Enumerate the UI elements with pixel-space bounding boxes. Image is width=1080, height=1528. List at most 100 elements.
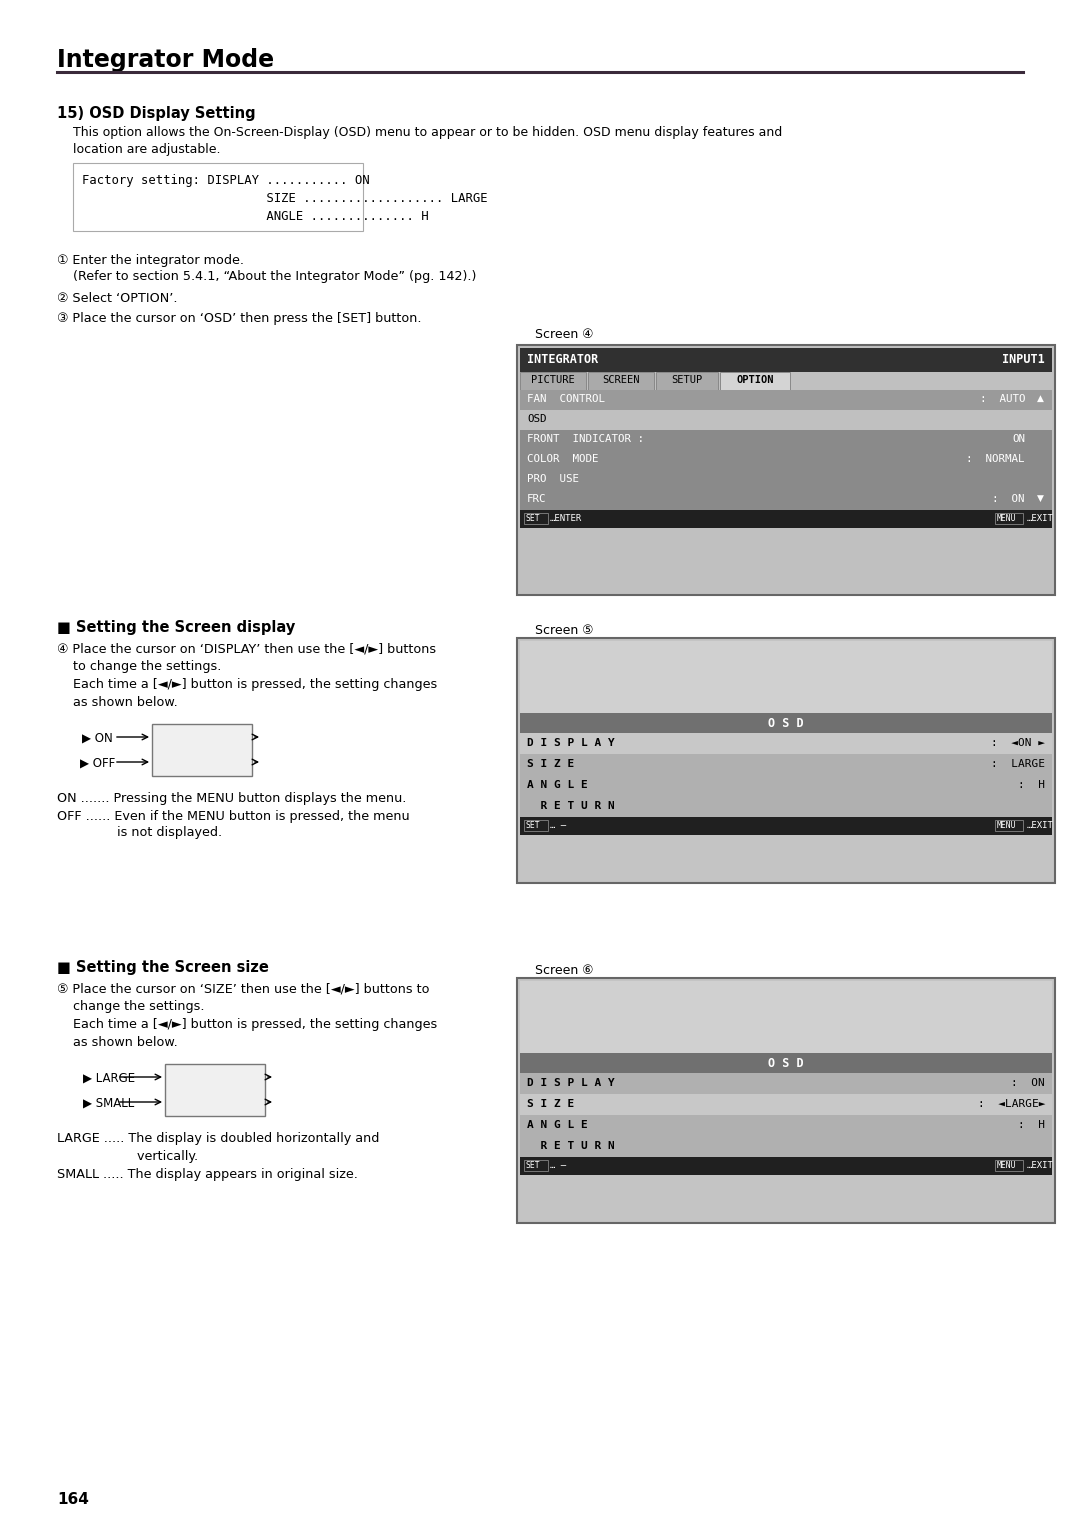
- Text: PRO  USE: PRO USE: [527, 474, 579, 484]
- Text: This option allows the On-Screen-Display (OSD) menu to appear or to be hidden. O: This option allows the On-Screen-Display…: [73, 125, 782, 139]
- Text: :  LARGE: : LARGE: [991, 759, 1045, 769]
- Bar: [517, 345, 1055, 594]
- Text: SIZE ................... LARGE: SIZE ................... LARGE: [82, 193, 488, 205]
- Text: FAN  CONTROL: FAN CONTROL: [527, 394, 605, 403]
- Bar: [519, 429, 1052, 451]
- Bar: [519, 1115, 1052, 1135]
- Text: :  ◄LARGE►: : ◄LARGE►: [977, 1099, 1045, 1109]
- Bar: [519, 1073, 1052, 1094]
- Text: SCREEN: SCREEN: [603, 374, 639, 385]
- Text: D I S P L A Y: D I S P L A Y: [527, 738, 615, 749]
- Text: S I Z E: S I Z E: [527, 759, 575, 769]
- Text: MENU: MENU: [997, 1161, 1016, 1170]
- Text: as shown below.: as shown below.: [57, 695, 178, 709]
- Bar: [519, 796, 1052, 817]
- Text: Screen ⑤: Screen ⑤: [535, 623, 594, 637]
- Bar: [519, 371, 586, 390]
- Bar: [519, 733, 1052, 753]
- Text: …EXIT: …EXIT: [1027, 513, 1054, 523]
- Text: LARGE ..... The display is doubled horizontally and: LARGE ..... The display is doubled horiz…: [57, 1132, 379, 1144]
- Text: SET: SET: [526, 821, 541, 830]
- Bar: [165, 1063, 265, 1115]
- Text: ③ Place the cursor on ‘OSD’ then press the [SET] button.: ③ Place the cursor on ‘OSD’ then press t…: [57, 312, 421, 325]
- Bar: [519, 1135, 1052, 1157]
- Text: ▲: ▲: [1037, 394, 1044, 403]
- Text: ▶ OFF: ▶ OFF: [80, 756, 116, 770]
- Text: ■ Setting the Screen size: ■ Setting the Screen size: [57, 960, 269, 975]
- Bar: [524, 1160, 548, 1170]
- Text: …EXIT: …EXIT: [1027, 821, 1054, 830]
- Bar: [995, 821, 1023, 831]
- Text: …EXIT: …EXIT: [1027, 1161, 1054, 1170]
- Bar: [524, 513, 548, 524]
- Text: ④ Place the cursor on ‘DISPLAY’ then use the [◄/►] buttons: ④ Place the cursor on ‘DISPLAY’ then use…: [57, 642, 436, 656]
- Text: OSD: OSD: [527, 414, 546, 423]
- Text: OFF ...... Even if the MENU button is pressed, the menu: OFF ...... Even if the MENU button is pr…: [57, 810, 409, 824]
- Bar: [519, 510, 1052, 529]
- Bar: [73, 163, 363, 231]
- Text: SETUP: SETUP: [672, 374, 703, 385]
- Bar: [588, 371, 654, 390]
- Text: Each time a [◄/►] button is pressed, the setting changes: Each time a [◄/►] button is pressed, the…: [57, 678, 437, 691]
- Text: (Refer to section 5.4.1, “About the Integrator Mode” (pg. 142).): (Refer to section 5.4.1, “About the Inte…: [57, 270, 476, 283]
- Text: :  ◄ON ►: : ◄ON ►: [991, 738, 1045, 749]
- Bar: [519, 753, 1052, 775]
- Text: FRONT  INDICATOR :: FRONT INDICATOR :: [527, 434, 644, 445]
- Text: A N G L E: A N G L E: [527, 779, 588, 790]
- Bar: [517, 639, 1055, 883]
- Text: … —: … —: [550, 821, 566, 830]
- Bar: [720, 371, 789, 390]
- Text: to change the settings.: to change the settings.: [57, 660, 221, 672]
- Text: :  H: : H: [1018, 1120, 1045, 1131]
- Bar: [524, 821, 548, 831]
- Text: S I Z E: S I Z E: [527, 1099, 575, 1109]
- Bar: [519, 390, 1052, 410]
- Text: Factory setting: DISPLAY ........... ON: Factory setting: DISPLAY ........... ON: [82, 174, 369, 186]
- Text: INPUT1: INPUT1: [1002, 353, 1045, 367]
- Bar: [519, 348, 1052, 371]
- Text: ON: ON: [1012, 434, 1025, 445]
- Text: vertically.: vertically.: [57, 1151, 198, 1163]
- Text: :  ON: : ON: [993, 494, 1025, 504]
- Text: ① Enter the integrator mode.: ① Enter the integrator mode.: [57, 254, 244, 267]
- Text: Screen ④: Screen ④: [535, 329, 594, 341]
- Text: R E T U R N: R E T U R N: [527, 1141, 615, 1151]
- Text: SET: SET: [526, 513, 541, 523]
- Bar: [519, 1053, 1052, 1073]
- Text: :  AUTO: : AUTO: [980, 394, 1025, 403]
- Text: ② Select ‘OPTION’.: ② Select ‘OPTION’.: [57, 292, 177, 306]
- Text: ▶ LARGE: ▶ LARGE: [83, 1073, 135, 1085]
- Bar: [519, 451, 1052, 471]
- Text: :  H: : H: [1018, 779, 1045, 790]
- Bar: [519, 642, 1052, 714]
- Text: INTEGRATOR: INTEGRATOR: [527, 353, 598, 367]
- Text: O S D: O S D: [768, 717, 804, 730]
- Text: FRC: FRC: [527, 494, 546, 504]
- Text: ■ Setting the Screen display: ■ Setting the Screen display: [57, 620, 295, 636]
- Text: D I S P L A Y: D I S P L A Y: [527, 1077, 615, 1088]
- Text: … —: … —: [550, 1161, 566, 1170]
- Text: ANGLE .............. H: ANGLE .............. H: [82, 209, 429, 223]
- Bar: [519, 714, 1052, 733]
- Text: ▶ SMALL: ▶ SMALL: [83, 1097, 134, 1109]
- Text: ▶ ON: ▶ ON: [82, 732, 112, 746]
- Text: change the settings.: change the settings.: [57, 999, 204, 1013]
- Text: :  NORMAL: : NORMAL: [967, 454, 1025, 465]
- Text: PICTURE: PICTURE: [531, 374, 575, 385]
- Bar: [519, 817, 1052, 834]
- Text: Each time a [◄/►] button is pressed, the setting changes: Each time a [◄/►] button is pressed, the…: [57, 1018, 437, 1031]
- Bar: [995, 1160, 1023, 1170]
- Bar: [519, 775, 1052, 796]
- Text: A N G L E: A N G L E: [527, 1120, 588, 1131]
- Bar: [519, 471, 1052, 490]
- Bar: [519, 981, 1052, 1053]
- Text: Screen ⑥: Screen ⑥: [535, 964, 594, 976]
- Bar: [152, 724, 252, 776]
- Bar: [519, 1094, 1052, 1115]
- Text: is not displayed.: is not displayed.: [57, 827, 222, 839]
- Text: location are adjustable.: location are adjustable.: [73, 144, 220, 156]
- Text: 15) OSD Display Setting: 15) OSD Display Setting: [57, 105, 256, 121]
- Bar: [519, 410, 1052, 429]
- Text: MENU: MENU: [997, 513, 1016, 523]
- Text: ON ....... Pressing the MENU button displays the menu.: ON ....... Pressing the MENU button disp…: [57, 792, 406, 805]
